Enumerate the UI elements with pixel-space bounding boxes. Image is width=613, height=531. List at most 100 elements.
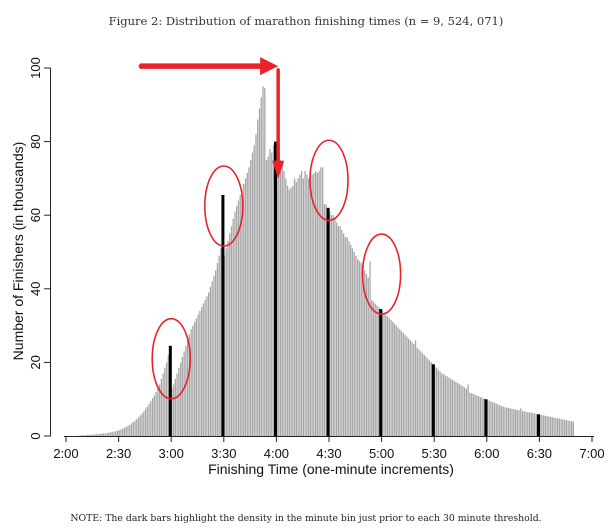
bar	[453, 380, 455, 436]
bar	[507, 408, 510, 436]
bar	[553, 417, 555, 436]
bar	[493, 402, 496, 436]
bar	[318, 171, 320, 437]
bar	[357, 259, 359, 436]
bar	[314, 171, 317, 437]
bar	[570, 421, 573, 436]
bar	[528, 412, 531, 436]
bar	[404, 334, 406, 436]
bar	[392, 321, 394, 436]
bar	[381, 310, 383, 436]
bar	[141, 413, 143, 436]
bar	[467, 384, 469, 436]
bar	[525, 411, 527, 436]
chart-title: Figure 2: Distribution of marathon finis…	[109, 14, 504, 28]
bar	[306, 174, 308, 436]
bar	[209, 286, 212, 436]
bar	[428, 360, 431, 436]
highlight-bar	[537, 414, 541, 436]
bar	[421, 353, 424, 436]
bar	[393, 323, 396, 436]
bar	[174, 378, 177, 436]
bar	[527, 412, 529, 436]
bar	[146, 406, 148, 436]
bar	[532, 413, 534, 436]
histogram-bars	[78, 86, 575, 437]
bar	[365, 274, 368, 436]
bar	[409, 340, 411, 436]
bar	[123, 427, 126, 436]
bar	[439, 371, 441, 436]
bar	[399, 329, 401, 436]
bar	[455, 381, 457, 436]
highlight-ellipse	[151, 317, 191, 400]
y-tick-label: 0	[28, 432, 43, 439]
bar	[148, 403, 150, 436]
bar	[88, 434, 91, 436]
bar	[513, 409, 515, 436]
bar	[292, 185, 294, 436]
bar	[420, 351, 422, 436]
bar	[516, 409, 518, 436]
bar	[488, 400, 490, 436]
bar	[120, 429, 122, 436]
bar	[442, 374, 445, 436]
bar	[213, 275, 215, 436]
bar	[541, 415, 543, 436]
bar	[469, 392, 471, 436]
bar	[518, 410, 520, 436]
highlight-bar	[431, 364, 435, 436]
bar	[353, 252, 355, 436]
x-tick-label: 3:30	[211, 446, 236, 461]
x-tick-label: 3:00	[159, 446, 184, 461]
bar	[144, 408, 147, 436]
bar	[264, 88, 266, 437]
bar	[90, 434, 92, 436]
bar	[490, 401, 492, 436]
bar	[502, 406, 504, 436]
bar	[195, 318, 198, 436]
bar	[171, 388, 173, 436]
bar	[423, 355, 425, 436]
bar	[244, 178, 247, 436]
highlight-bar	[484, 399, 488, 436]
bar	[558, 418, 560, 436]
bar	[569, 420, 571, 436]
bar	[411, 342, 413, 436]
bar	[251, 152, 254, 436]
bar	[230, 226, 233, 436]
bar	[323, 204, 326, 436]
highlight-ellipse	[309, 139, 349, 222]
bar	[511, 408, 513, 436]
bar	[283, 171, 285, 437]
bar	[92, 434, 94, 436]
bar	[548, 416, 550, 436]
bar	[425, 356, 427, 436]
bar	[243, 183, 245, 436]
bar	[172, 384, 175, 436]
bar	[223, 255, 226, 436]
bar	[334, 218, 336, 436]
bar	[446, 376, 448, 436]
bar	[227, 240, 229, 436]
bar	[350, 244, 352, 436]
bar	[500, 405, 503, 436]
bar	[157, 388, 159, 436]
x-tick-label: 2:30	[106, 446, 131, 461]
bar	[506, 407, 508, 436]
chart-note: NOTE: The dark bars highlight the densit…	[70, 513, 541, 524]
bar	[551, 417, 553, 436]
bar	[556, 418, 559, 436]
bar	[567, 420, 569, 436]
bar	[99, 433, 101, 436]
bar	[267, 156, 269, 436]
bar	[495, 403, 497, 436]
bar	[265, 160, 268, 436]
bar	[472, 394, 475, 436]
bar	[125, 426, 127, 436]
bar	[101, 433, 103, 436]
bar	[165, 362, 168, 436]
bar	[483, 398, 485, 436]
bar	[456, 383, 459, 436]
highlight-bars	[168, 141, 541, 436]
